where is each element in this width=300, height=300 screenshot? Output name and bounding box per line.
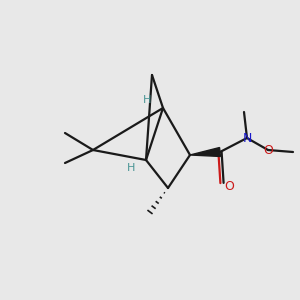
Text: H: H	[127, 163, 135, 173]
Text: H: H	[143, 95, 151, 105]
Text: O: O	[224, 181, 234, 194]
Text: O: O	[263, 143, 273, 157]
Polygon shape	[190, 148, 220, 157]
Text: N: N	[242, 131, 252, 145]
